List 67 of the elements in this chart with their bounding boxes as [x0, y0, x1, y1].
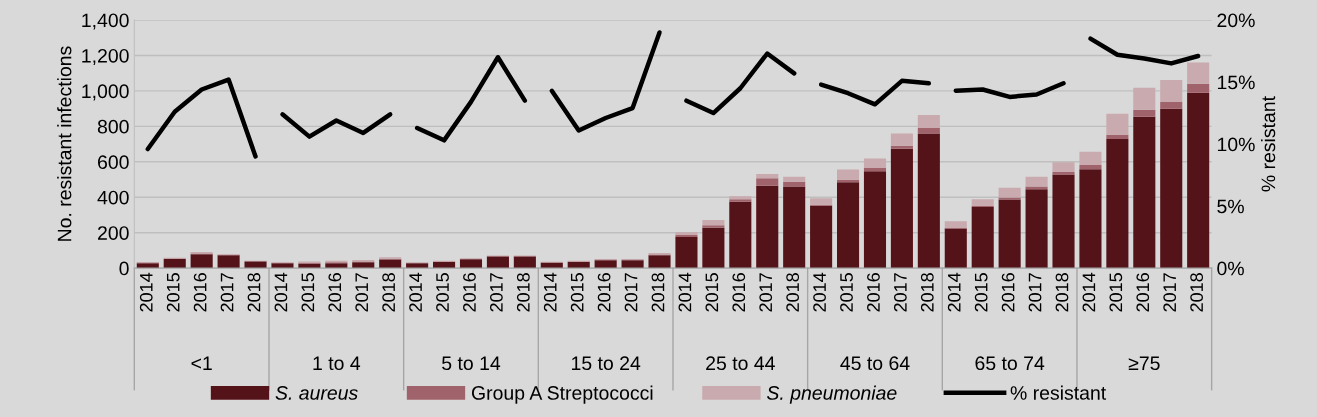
x-tick-label: 2014 [543, 272, 557, 312]
x-tick-label: 2014 [813, 272, 826, 312]
x-tick-label: 2018 [651, 273, 665, 312]
y2-tick-label: 15% [1217, 75, 1255, 90]
x-tick-label: 2014 [274, 272, 288, 312]
x-tick-label: 2017 [355, 273, 369, 312]
y-tick-label: 1,200 [82, 48, 129, 65]
x-tick-label: 2018 [516, 273, 530, 312]
x-tick-label: 2017 [624, 273, 638, 312]
x-tick-label: 2014 [947, 272, 961, 312]
x-tick-label: 2017 [220, 273, 234, 312]
y-tick-label: 600 [98, 155, 129, 170]
x-tick-label: 2015 [301, 273, 315, 312]
x-tick-label: 2016 [193, 273, 207, 312]
y-tick-label: 200 [98, 226, 129, 240]
x-tick-label: 2016 [328, 273, 342, 312]
text: 45 to 64 [840, 356, 910, 371]
y2-tick-label: 10% [1217, 137, 1255, 152]
x-tick-label: 2017 [759, 273, 773, 312]
x-tick-label: 2015 [436, 273, 449, 312]
legend-label: % resistant [1010, 385, 1107, 400]
text: 15 to 24 [572, 356, 641, 371]
x-tick-label: 2017 [1163, 273, 1177, 312]
x-tick-label: 2015 [840, 273, 853, 312]
x-tick-label: 2016 [1136, 273, 1150, 312]
text: <1 [191, 356, 212, 370]
y-tick-label: 800 [97, 119, 129, 134]
legend-label: S. pneumoniae [766, 385, 897, 404]
x-tick-label: 2016 [867, 273, 880, 312]
x-tick-label: 2014 [678, 272, 692, 312]
text: 1 to 4 [313, 356, 361, 371]
x-tick-label: 2017 [1028, 273, 1042, 312]
x-tick-label: 2016 [1001, 273, 1015, 312]
y2-tick-label: 0% [1217, 261, 1244, 276]
y2-tick-label: 5% [1217, 199, 1244, 214]
y-tick-label: 400 [97, 190, 129, 205]
y-axis-title: No. resistant infections [57, 46, 72, 241]
x-tick-label: 2015 [974, 273, 988, 312]
x-tick-label: 2015 [570, 273, 584, 312]
x-tick-label: 2016 [597, 273, 611, 312]
x-tick-label: 2018 [247, 273, 261, 312]
x-tick-label: 2018 [1055, 273, 1069, 312]
x-tick-label: 2014 [409, 272, 422, 312]
x-tick-label: 2017 [893, 273, 907, 312]
text: ≥75 [1128, 356, 1160, 371]
y2-tick-label: 20% [1217, 13, 1255, 28]
y2-axis-title: % resistant [1260, 96, 1276, 192]
text: 25 to 44 [706, 356, 775, 371]
x-tick-label: 2016 [732, 273, 746, 312]
x-tick-label: 2018 [920, 273, 934, 312]
x-tick-label: 2018 [382, 273, 396, 312]
text: 5 to 14 [442, 356, 501, 371]
x-tick-label: 2018 [1190, 273, 1204, 312]
x-tick-label: 2014 [1082, 272, 1096, 312]
text: 65 to 74 [975, 356, 1045, 371]
y-tick-label: 1,000 [82, 84, 129, 101]
legend-label: S. aureus [275, 386, 358, 400]
x-tick-label: 2016 [463, 273, 476, 312]
x-tick-label: 2015 [166, 273, 180, 312]
x-tick-label: 2015 [1109, 273, 1123, 312]
y-tick-label: 0 [119, 261, 129, 276]
x-tick-label: 2018 [786, 273, 800, 312]
x-tick-label: 2015 [705, 273, 719, 312]
x-tick-label: 2014 [139, 272, 153, 312]
legend-label: Group A Streptococci [471, 385, 653, 404]
y-tick-label: 1,400 [82, 13, 129, 30]
x-tick-label: 2017 [489, 273, 503, 312]
